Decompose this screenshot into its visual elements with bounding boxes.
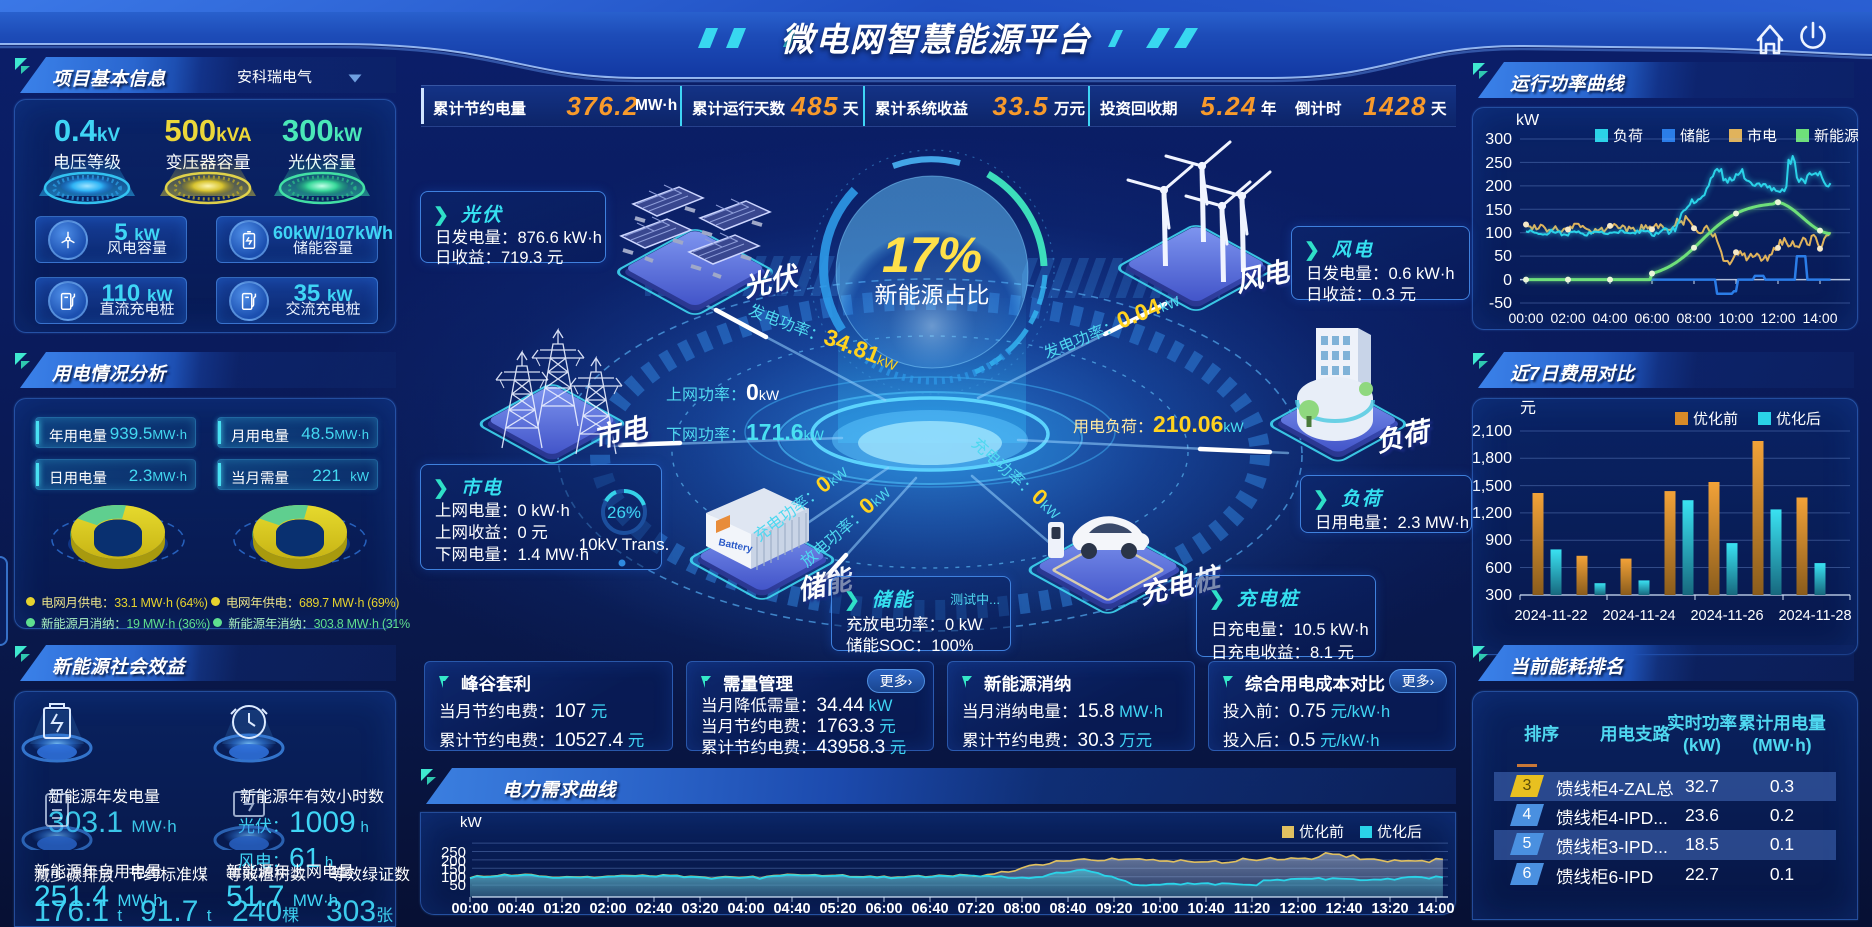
svg-text:02:00: 02:00 (589, 901, 626, 917)
svg-text:300: 300 (1485, 587, 1512, 604)
svg-text:04:00: 04:00 (1592, 310, 1627, 326)
svg-text:00:00: 00:00 (451, 901, 488, 917)
svg-text:2024-11-26: 2024-11-26 (1690, 608, 1763, 624)
svg-text:08:40: 08:40 (1049, 901, 1086, 917)
svg-text:04:40: 04:40 (773, 901, 810, 917)
svg-text:150: 150 (1485, 202, 1512, 219)
svg-text:12:00: 12:00 (1279, 901, 1316, 917)
svg-text:200: 200 (441, 853, 466, 870)
svg-text:26%: 26% (607, 503, 641, 522)
svg-text:优化前: 优化前 (1693, 411, 1738, 428)
svg-text:1,200: 1,200 (1472, 505, 1512, 522)
svg-text:02:40: 02:40 (635, 901, 672, 917)
svg-text:300: 300 (1485, 131, 1512, 148)
svg-text:元: 元 (1520, 400, 1536, 417)
svg-text:02:00: 02:00 (1550, 310, 1585, 326)
svg-text:250: 250 (1485, 155, 1512, 172)
svg-text:05:20: 05:20 (819, 901, 856, 917)
svg-text:12:00: 12:00 (1760, 310, 1795, 326)
svg-text:250: 250 (441, 844, 466, 861)
svg-text:新能源: 新能源 (1814, 128, 1858, 145)
svg-text:10:00: 10:00 (1141, 901, 1178, 917)
svg-text:12:40: 12:40 (1325, 901, 1362, 917)
svg-text:08:00: 08:00 (1003, 901, 1040, 917)
svg-text:1,500: 1,500 (1472, 478, 1512, 495)
svg-text:100: 100 (441, 869, 466, 886)
svg-text:0: 0 (1503, 272, 1512, 289)
svg-text:11:20: 11:20 (1234, 901, 1270, 917)
svg-text:-50: -50 (1489, 295, 1512, 312)
svg-text:04:00: 04:00 (727, 901, 764, 917)
svg-text:06:00: 06:00 (865, 901, 902, 917)
svg-text:03:20: 03:20 (681, 901, 718, 917)
svg-text:负荷: 负荷 (1613, 128, 1643, 145)
svg-text:kW: kW (1516, 112, 1540, 129)
svg-text:00:00: 00:00 (1508, 310, 1543, 326)
svg-text:2024-11-22: 2024-11-22 (1514, 608, 1587, 624)
svg-text:50: 50 (449, 877, 466, 894)
svg-text:储能: 储能 (1680, 128, 1710, 145)
svg-text:13:20: 13:20 (1371, 901, 1408, 917)
svg-text:600: 600 (1485, 560, 1512, 577)
svg-text:08:00: 08:00 (1676, 310, 1711, 326)
svg-text:新能源占比: 新能源占比 (875, 282, 990, 308)
svg-text:微电网智慧能源平台: 微电网智慧能源平台 (781, 21, 1092, 58)
svg-text:10:00: 10:00 (1718, 310, 1753, 326)
svg-text:00:40: 00:40 (497, 901, 534, 917)
svg-text:01:20: 01:20 (543, 901, 580, 917)
svg-text:优化前: 优化前 (1299, 824, 1344, 841)
svg-text:2,100: 2,100 (1472, 423, 1512, 440)
svg-text:2024-11-28: 2024-11-28 (1778, 608, 1851, 624)
svg-text:07:20: 07:20 (957, 901, 994, 917)
svg-text:17%: 17% (882, 227, 982, 283)
svg-text:14:00: 14:00 (1802, 310, 1837, 326)
svg-text:900: 900 (1485, 532, 1512, 549)
svg-text:优化后: 优化后 (1377, 824, 1422, 841)
svg-text:06:00: 06:00 (1634, 310, 1669, 326)
svg-text:150: 150 (441, 861, 466, 878)
svg-text:09:20: 09:20 (1095, 901, 1132, 917)
svg-text:市电: 市电 (1747, 128, 1777, 145)
svg-text:100: 100 (1485, 225, 1512, 242)
svg-text:10kV Trans.: 10kV Trans. (579, 535, 670, 554)
svg-text:06:40: 06:40 (911, 901, 948, 917)
svg-text:10:40: 10:40 (1187, 901, 1224, 917)
svg-text:2024-11-24: 2024-11-24 (1602, 608, 1675, 624)
svg-text:50: 50 (1494, 248, 1512, 265)
svg-text:14:00: 14:00 (1417, 901, 1454, 917)
svg-text:1,800: 1,800 (1472, 450, 1512, 467)
svg-text:200: 200 (1485, 178, 1512, 195)
svg-text:kW: kW (460, 814, 483, 831)
svg-text:优化后: 优化后 (1776, 411, 1821, 428)
